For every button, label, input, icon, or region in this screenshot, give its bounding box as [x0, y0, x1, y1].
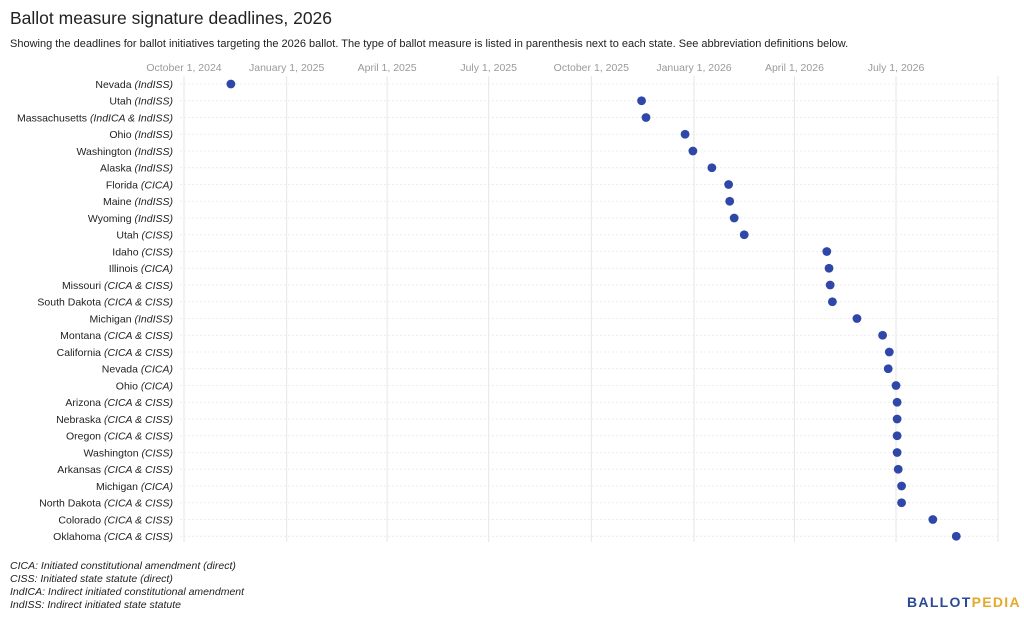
data-point	[739, 230, 749, 240]
y-label: Arizona (CICA & CISS)	[65, 397, 173, 409]
y-label: Oregon (CICA & CISS)	[66, 431, 173, 443]
logo-part-ballot: BALLOT	[907, 594, 972, 610]
scatter-chart: October 1, 2024 January 1, 2025 April 1, 2…	[17, 62, 1000, 543]
y-label: Utah (CISS)	[116, 230, 173, 242]
data-point	[641, 113, 651, 122]
abbreviation-legend: CICA: Initiated constitutional amendment…	[10, 560, 244, 612]
y-label: North Dakota (CICA & CISS)	[39, 498, 173, 510]
data-point	[878, 330, 888, 340]
y-label: Massachusetts (IndICA & IndISS)	[17, 112, 173, 124]
y-label: Montana (CICA & CISS)	[60, 330, 173, 342]
data-point	[892, 431, 902, 441]
data-point	[688, 146, 698, 156]
y-label: Nevada (IndISS)	[95, 79, 173, 91]
y-label: California (CICA & CISS)	[57, 347, 173, 359]
y-label: Michigan (CICA)	[96, 481, 173, 493]
y-label: Washington (IndISS)	[77, 146, 174, 158]
data-point	[897, 481, 906, 491]
chart-grid	[180, 76, 1000, 542]
y-label: Alaska (IndISS)	[100, 163, 173, 175]
logo-part-pedia: PEDIA	[971, 594, 1021, 610]
y-label: Ohio (CICA)	[116, 380, 173, 392]
y-label: Arkansas (CICA & CISS)	[57, 464, 173, 476]
data-point	[892, 414, 902, 424]
x-tick-label: October 1, 2024	[146, 62, 221, 74]
y-label: Idaho (CISS)	[112, 246, 173, 258]
data-point	[824, 263, 834, 273]
y-label: Ohio (IndISS)	[109, 129, 173, 141]
x-axis-tick-labels: October 1, 2024 January 1, 2025 April 1, 2…	[146, 62, 924, 74]
data-point	[827, 297, 837, 307]
legend-indica: IndICA: Indirect initiated constitutiona…	[10, 586, 245, 598]
data-point	[883, 364, 893, 374]
chart-title: Ballot measure signature deadlines, 2026	[10, 8, 333, 28]
y-label: Missouri (CICA & CISS)	[62, 280, 173, 292]
legend-indiss: IndISS: Indirect initiated state statute	[10, 599, 182, 611]
x-tick-label: April 1, 2026	[765, 62, 824, 74]
y-label: Colorado (CICA & CISS)	[58, 514, 173, 526]
y-label: Nebraska (CICA & CISS)	[56, 414, 173, 426]
y-label: Florida (CICA)	[106, 179, 173, 191]
data-point	[891, 381, 901, 390]
data-point	[226, 79, 236, 89]
x-tick-label: January 1, 2026	[656, 62, 731, 74]
data-point	[680, 129, 690, 139]
x-tick-label: July 1, 2025	[460, 62, 517, 74]
y-label: Illinois (CICA)	[109, 263, 173, 275]
y-label: Utah (IndISS)	[109, 96, 173, 108]
data-point	[892, 448, 902, 457]
data-point	[724, 180, 734, 189]
data-point	[725, 196, 735, 206]
data-point	[707, 163, 717, 173]
y-label: Maine (IndISS)	[103, 196, 173, 208]
data-point	[637, 96, 646, 106]
x-tick-label: July 1, 2026	[868, 62, 925, 74]
x-tick-label: January 1, 2025	[249, 62, 324, 74]
data-point	[892, 397, 902, 407]
legend-cica: CICA: Initiated constitutional amendment…	[10, 560, 236, 572]
y-label: Nevada (CICA)	[102, 364, 173, 376]
data-point	[825, 280, 835, 290]
x-tick-label: October 1, 2025	[554, 62, 629, 74]
data-point	[852, 314, 862, 323]
x-tick-label: April 1, 2025	[358, 62, 417, 74]
chart-subtitle: Showing the deadlines for ballot initiat…	[10, 38, 849, 50]
y-label: Wyoming (IndISS)	[88, 213, 173, 225]
ballotpedia-logo: BALLOTPEDIA	[907, 594, 1021, 610]
data-point	[893, 464, 903, 474]
legend-ciss: CISS: Initiated state statute (direct)	[10, 573, 173, 585]
data-point	[897, 498, 906, 508]
y-axis-state-labels: Nevada (IndISS) Utah (IndISS) Massachusett…	[17, 79, 173, 543]
data-point	[951, 531, 961, 541]
y-label: Michigan (IndISS)	[90, 313, 173, 325]
y-label: Washington (CISS)	[84, 447, 173, 459]
y-label: Oklahoma (CICA & CISS)	[53, 531, 173, 543]
y-label: South Dakota (CICA & CISS)	[37, 297, 173, 309]
data-point	[928, 515, 938, 524]
data-points	[226, 79, 961, 541]
data-point	[822, 247, 832, 256]
data-point	[729, 213, 739, 223]
data-point	[884, 347, 894, 357]
